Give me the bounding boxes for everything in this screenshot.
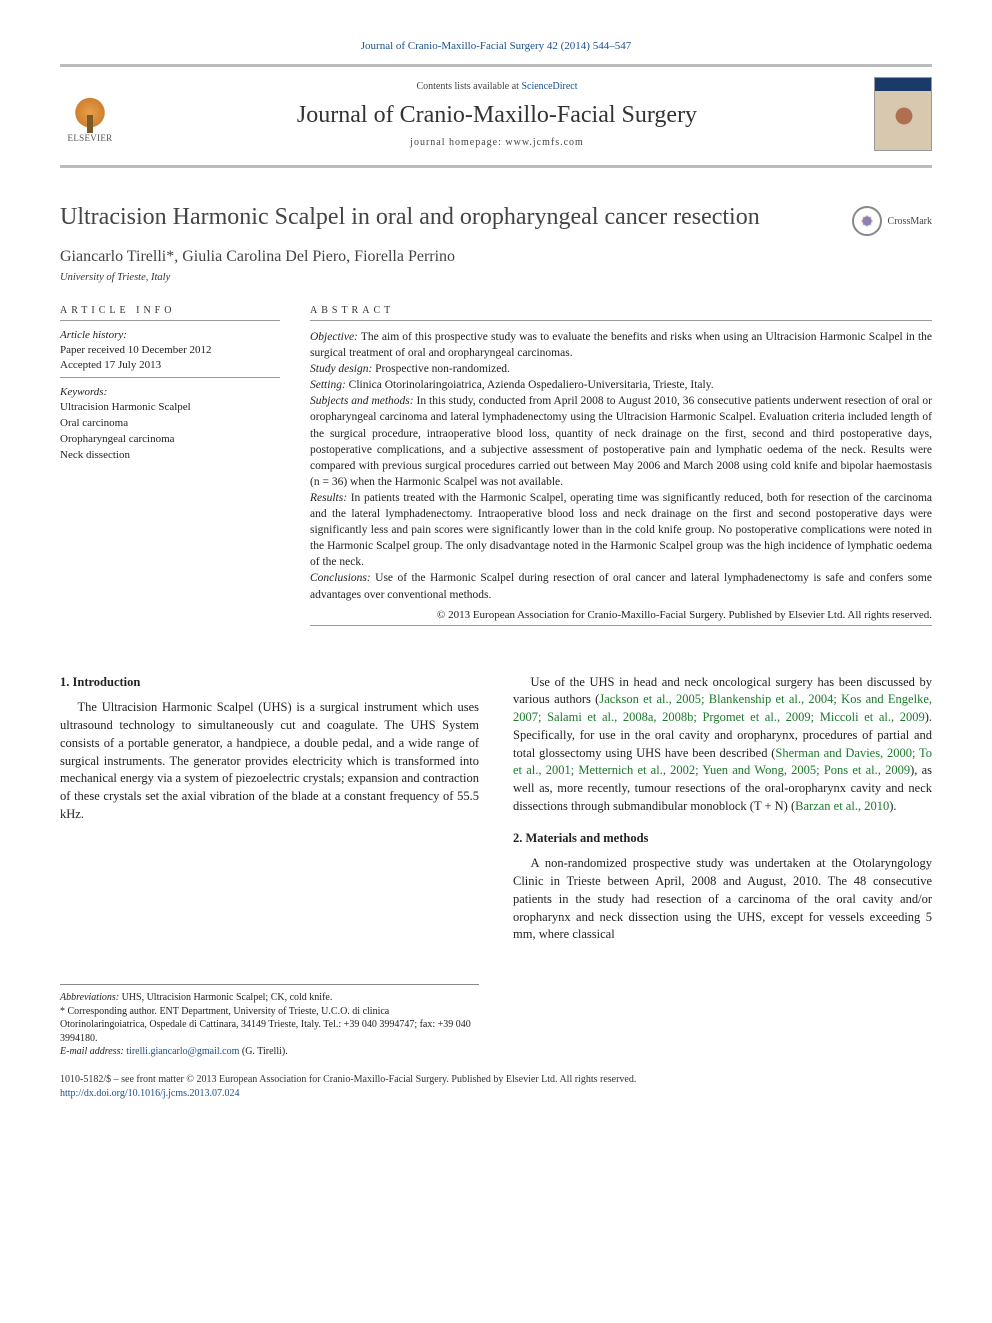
objective-text: The aim of this prospective study was to… [310,331,932,359]
intro-para-2: Use of the UHS in head and neck oncologi… [513,674,932,816]
rule [310,320,932,321]
keywords-list: Ultracision Harmonic Scalpel Oral carcin… [60,400,280,464]
abbreviations: Abbreviations: UHS, Ultracision Harmonic… [60,991,479,1005]
authors: Giancarlo Tirelli*, Giulia Carolina Del … [60,248,932,266]
elsevier-label: ELSEVIER [68,133,113,143]
conclusions-label: Conclusions: [310,572,371,584]
methods-para-1: A non-randomized prospective study was u… [513,855,932,944]
intro-para-1: The Ultracision Harmonic Scalpel (UHS) i… [60,699,479,823]
article-info-heading: ARTICLE INFO [60,305,280,316]
footnotes: Abbreviations: UHS, Ultracision Harmonic… [60,984,479,1059]
crossmark-badge[interactable]: CrossMark [852,206,932,236]
journal-header: ELSEVIER Contents lists available at Sci… [60,64,932,168]
subjects-text: In this study, conducted from April 2008… [310,395,932,487]
abstract-body: Objective: The aim of this prospective s… [310,329,932,603]
footer-copyright: 1010-5182/$ – see front matter © 2013 Eu… [60,1073,932,1087]
article-title: Ultracision Harmonic Scalpel in oral and… [60,202,800,232]
rule [60,377,280,378]
abstract-copyright: © 2013 European Association for Cranio-M… [310,609,932,621]
page-root: Journal of Cranio-Maxillo-Facial Surgery… [0,0,992,1131]
keyword: Neck dissection [60,448,280,464]
history-label: Article history: [60,329,280,341]
elsevier-logo: ELSEVIER [60,79,120,149]
journal-homepage: journal homepage: www.jcmfs.com [120,137,874,148]
history-received: Paper received 10 December 2012 [60,343,280,358]
keyword: Ultracision Harmonic Scalpel [60,400,280,416]
title-block: CrossMark Ultracision Harmonic Scalpel i… [60,202,932,283]
results-label: Results: [310,492,347,504]
rule [60,320,280,321]
affiliation: University of Trieste, Italy [60,272,932,283]
objective-label: Objective: [310,331,358,343]
keyword: Oral carcinoma [60,416,280,432]
study-design-label: Study design: [310,363,372,375]
info-abstract-row: ARTICLE INFO Article history: Paper rece… [60,305,932,634]
contents-prefix: Contents lists available at [416,81,521,92]
rule [310,625,932,626]
citation-link[interactable]: Barzan et al., 2010 [795,799,889,813]
journal-cover-thumb [874,77,932,151]
crossmark-label: CrossMark [888,216,932,227]
history-accepted: Accepted 17 July 2013 [60,358,280,373]
conclusions-text: Use of the Harmonic Scalpel during resec… [310,572,932,600]
email: E-mail address: tirelli.giancarlo@gmail.… [60,1045,479,1059]
journal-name: Journal of Cranio-Maxillo-Facial Surgery [120,102,874,129]
article-info: ARTICLE INFO Article history: Paper rece… [60,305,280,634]
crossmark-icon [852,206,882,236]
body-col-left: 1. Introduction The Ultracision Harmonic… [60,674,479,945]
footer-meta: 1010-5182/$ – see front matter © 2013 Eu… [60,1073,932,1101]
body-col-right: Use of the UHS in head and neck oncologi… [513,674,932,945]
keyword: Oropharyngeal carcinoma [60,432,280,448]
corresponding-author: * Corresponding author. ENT Department, … [60,1005,479,1046]
setting-text: Clinica Otorinolaringoiatrica, Azienda O… [346,379,714,391]
results-text: In patients treated with the Harmonic Sc… [310,492,932,568]
setting-label: Setting: [310,379,346,391]
study-design-text: Prospective non-randomized. [372,363,510,375]
body-columns: 1. Introduction The Ultracision Harmonic… [60,674,932,945]
intro-heading: 1. Introduction [60,674,479,692]
methods-heading: 2. Materials and methods [513,830,932,848]
email-link[interactable]: tirelli.giancarlo@gmail.com [126,1046,239,1057]
citation-line: Journal of Cranio-Maxillo-Facial Surgery… [60,40,932,52]
homepage-url[interactable]: www.jcmfs.com [505,137,583,148]
homepage-prefix: journal homepage: [410,137,505,148]
subjects-label: Subjects and methods: [310,395,414,407]
abstract: ABSTRACT Objective: The aim of this pros… [310,305,932,634]
sciencedirect-link[interactable]: ScienceDirect [521,81,577,92]
elsevier-tree-icon [67,85,113,131]
keywords-label: Keywords: [60,386,280,398]
abstract-heading: ABSTRACT [310,305,932,316]
contents-available: Contents lists available at ScienceDirec… [120,81,874,92]
doi-link[interactable]: http://dx.doi.org/10.1016/j.jcms.2013.07… [60,1088,240,1099]
